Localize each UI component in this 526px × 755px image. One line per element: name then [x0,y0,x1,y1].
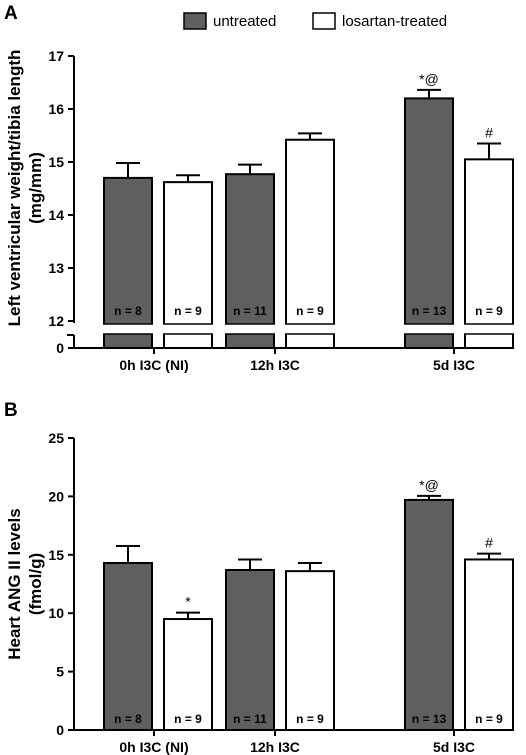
bar [163,618,213,731]
y-axis-title-line: (fmol/g) [26,553,45,615]
x-tick-label: 5d I3C [433,739,475,755]
n-label: n = 9 [475,712,503,726]
panel-b-letter: B [4,400,18,421]
y-tick-label: 16 [48,101,64,117]
significance-marker: # [485,535,493,551]
bar [285,570,335,731]
bar [103,176,153,349]
x-tick-label: 5d I3C [433,357,475,373]
n-label: n = 9 [296,712,324,726]
n-label: n = 13 [412,304,447,318]
x-tick-label: 0h I3C (NI) [119,739,188,755]
x-tick-label: 12h I3C [250,739,300,755]
axis-break-gap [403,324,455,334]
y-tick-label: 13 [48,260,64,276]
n-label: n = 9 [475,304,503,318]
n-label: n = 9 [296,304,324,318]
significance-marker: *@ [419,71,439,87]
y-tick-label: 15 [48,154,64,170]
n-label: n = 8 [114,304,142,318]
bar [404,498,454,731]
bar [464,158,514,349]
panel-a-chart: Left ventricular weight/tibia length (mg/… [5,48,515,373]
panel-a-letter: A [4,3,18,24]
y-tick-label: 17 [48,48,64,64]
y-tick-label: 15 [48,547,64,563]
y-tick-label: 0 [56,722,64,738]
y-axis-title-line: Left ventricular weight/tibia length [5,50,24,327]
legend-label-losartan: losartan-treated [342,13,447,30]
y-axis-title-line: (mg/mm) [26,152,45,224]
bar [464,558,514,731]
n-label: n = 8 [114,712,142,726]
bar [225,568,275,732]
significance-marker: *@ [419,477,439,493]
legend-label-untreated: untreated [213,13,276,30]
bar [225,173,275,349]
bar [404,97,454,350]
n-label: n = 13 [412,712,447,726]
significance-marker: * [185,594,191,610]
significance-marker: # [485,124,493,140]
axis-break-gap [463,324,515,334]
axis-break-gap [284,324,336,334]
bar [285,138,335,349]
bar [103,561,153,732]
y-axis-title: Heart ANG II levels (fmol/g) [5,508,45,660]
y-tick-label: 20 [48,488,64,504]
x-tick-label: 12h I3C [250,357,300,373]
n-label: n = 11 [233,304,267,318]
bar [163,181,213,349]
axis-break-gap [162,324,214,334]
y-tick-label: 25 [48,430,64,446]
n-label: n = 9 [174,304,202,318]
y-tick-label: 14 [48,207,64,223]
y-tick-label: 10 [48,605,64,621]
y-tick-label: 12 [48,313,64,329]
y-tick-label: 5 [56,664,64,680]
y-tick-label: 0 [56,340,64,356]
x-tick-label: 0h I3C (NI) [119,357,188,373]
axis-break-gap [224,324,276,334]
y-axis-title: Left ventricular weight/tibia length (mg/… [5,50,45,327]
n-label: n = 11 [233,712,267,726]
legend-swatch-losartan [312,12,336,30]
y-axis-title-line: Heart ANG II levels [5,508,24,660]
panel-b-chart: Heart ANG II levels (fmol/g) 0 5 10 15 20 25 0h … [5,430,514,755]
n-label: n = 9 [174,712,202,726]
axis-break-gap [102,324,154,334]
legend-swatch-untreated [183,12,207,30]
